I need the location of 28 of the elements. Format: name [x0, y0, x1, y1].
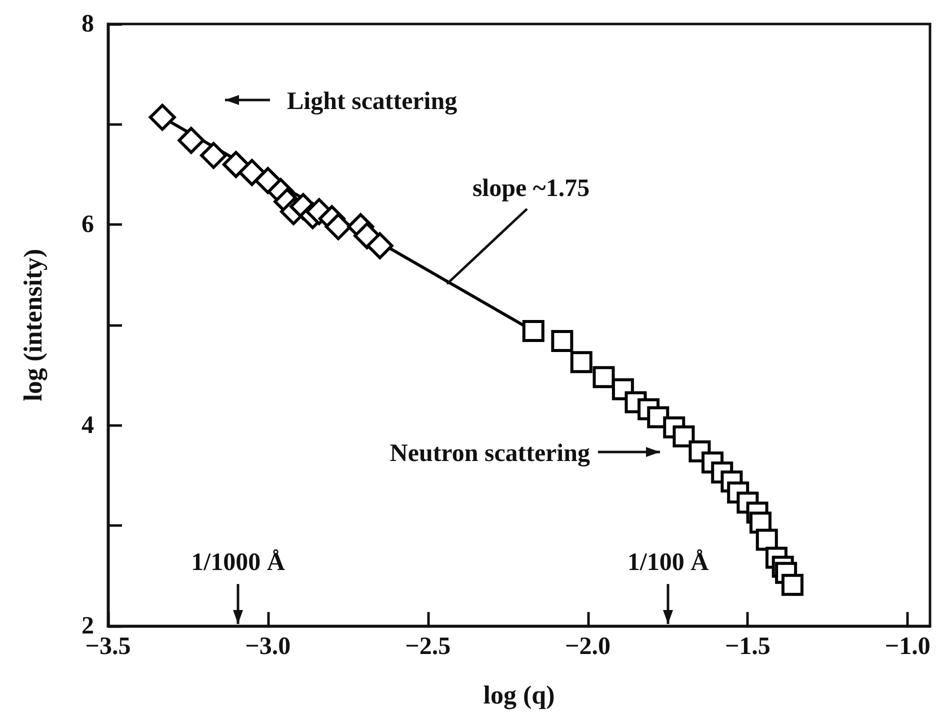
point [178, 126, 205, 154]
annotation: 1/1000 Å [191, 549, 285, 576]
point [366, 232, 394, 260]
point [148, 104, 176, 131]
point [238, 158, 266, 186]
point [522, 320, 544, 342]
y-tick-label: 6 [82, 211, 94, 238]
annotation: slope ~1.75 [472, 174, 590, 202]
point [570, 351, 592, 374]
x-tick-label: −3.0 [245, 633, 291, 660]
point [222, 150, 250, 178]
annotation: Neutron scattering [390, 440, 590, 467]
y-tick-label: 4 [82, 412, 94, 439]
x-tick-label: −1.5 [724, 633, 770, 660]
point [200, 142, 228, 169]
y-tick-label: 8 [82, 10, 94, 38]
x-tick-label: −1.0 [884, 633, 930, 660]
x-tick-label: −2.0 [565, 633, 611, 660]
point [756, 528, 778, 551]
y-axis-title: log (intensity) [18, 248, 48, 402]
point [672, 425, 695, 448]
annotation: 1/100 Å [627, 549, 709, 576]
x-tick-label: −2.5 [405, 633, 451, 660]
point [592, 366, 615, 388]
point [781, 574, 804, 596]
x-axis-title: log (q) [483, 680, 555, 710]
annotation: Light scattering [287, 88, 458, 115]
point [551, 330, 574, 352]
